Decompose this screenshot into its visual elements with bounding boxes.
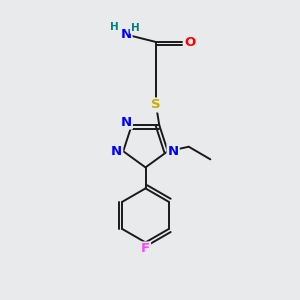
- Text: O: O: [184, 35, 196, 49]
- Text: H: H: [130, 23, 140, 33]
- Text: S: S: [151, 98, 161, 112]
- Text: N: N: [121, 116, 132, 129]
- Text: N: N: [168, 145, 179, 158]
- Text: N: N: [111, 145, 122, 158]
- Text: F: F: [141, 242, 150, 256]
- Text: H: H: [110, 22, 119, 32]
- Text: N: N: [120, 28, 132, 41]
